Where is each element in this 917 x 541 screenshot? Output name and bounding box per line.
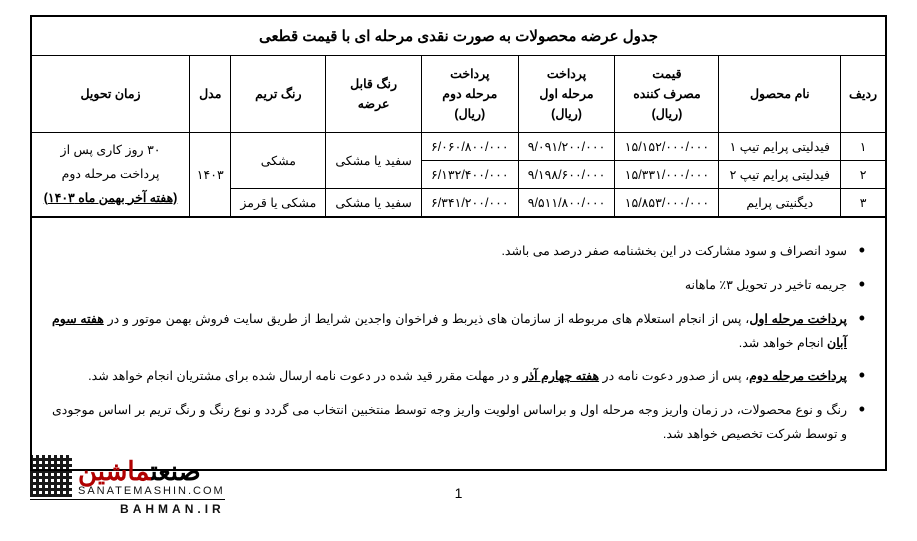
cell-no: ۳ xyxy=(841,189,886,218)
watermark-logo-en: SANATEMASHIN.COM xyxy=(78,486,225,497)
note-item: جریمه تاخیر در تحویل ۳٪ ماهانه xyxy=(52,274,865,298)
cell-color: سفید یا مشکی xyxy=(326,189,422,218)
note-text: و در مهلت مقرر قید شده در دعوت نامه ارسا… xyxy=(88,369,522,383)
note-strong: هفته چهارم آذر xyxy=(523,369,599,383)
col-color: رنگ قابل عرضه xyxy=(326,56,422,133)
col-product: نام محصول xyxy=(719,56,841,133)
col-delivery: زمان تحویل xyxy=(31,56,190,133)
cell-no: ۲ xyxy=(841,161,886,189)
logo-text-black: صنعت xyxy=(150,456,200,486)
cell-delivery: ۳۰ روز کاری پس از پرداخت مرحله دوم (هفته… xyxy=(31,133,190,218)
table-title-row: جدول عرضه محصولات به صورت نقدی مرحله ای … xyxy=(31,16,886,56)
cell-pay2: ۶/۳۴۱/۲۰۰/۰۰۰ xyxy=(421,189,518,218)
col-trim: رنگ تریم xyxy=(231,56,326,133)
cell-price: ۱۵/۸۵۳/۰۰۰/۰۰۰ xyxy=(615,189,719,218)
col-pay1: پرداخت مرحله اول (ریال) xyxy=(518,56,615,133)
watermark: صنعتماشین SANATEMASHIN.COM BAHMAN.IR xyxy=(30,455,225,516)
cell-trim: مشکی یا قرمز xyxy=(231,189,326,218)
note-text: سود انصراف و سود مشارکت در این بخشنامه ص… xyxy=(501,244,847,258)
watermark-logo-fa: صنعتماشین xyxy=(78,458,225,484)
cell-pay1: ۹/۵۱۱/۸۰۰/۰۰۰ xyxy=(518,189,615,218)
table-title: جدول عرضه محصولات به صورت نقدی مرحله ای … xyxy=(31,16,886,56)
delivery-line1: ۳۰ روز کاری پس از xyxy=(61,143,161,157)
note-item: رنگ و نوع محصولات، در زمان واریز وجه مرح… xyxy=(52,399,865,447)
note-item: پرداخت مرحله دوم، پس از صدور دعوت نامه د… xyxy=(52,365,865,389)
cell-pay1: ۹/۰۹۱/۲۰۰/۰۰۰ xyxy=(518,133,615,161)
note-text: رنگ و نوع محصولات، در زمان واریز وجه مرح… xyxy=(52,403,847,441)
cell-name: فیدلیتی پرایم تیپ ۱ xyxy=(719,133,841,161)
cell-trim: مشکی xyxy=(231,133,326,189)
note-text: ، پس از انجام استعلام های مربوطه از سازم… xyxy=(104,312,750,326)
delivery-line3: (هفته آخر بهمن ماه ۱۴۰۳) xyxy=(44,191,178,205)
cell-pay2: ۶/۱۳۲/۴۰۰/۰۰۰ xyxy=(421,161,518,189)
logo-text-red: ماشین xyxy=(78,456,150,486)
cell-name: دیگنیتی پرایم xyxy=(719,189,841,218)
cell-name: فیدلیتی پرایم تیپ ۲ xyxy=(719,161,841,189)
note-strong: پرداخت مرحله دوم xyxy=(749,369,847,383)
table-header-row: ردیف نام محصول قیمت مصرف کننده (ریال) پر… xyxy=(31,56,886,133)
table-row: ۱ فیدلیتی پرایم تیپ ۱ ۱۵/۱۵۲/۰۰۰/۰۰۰ ۹/۰… xyxy=(31,133,886,161)
cell-pay1: ۹/۱۹۸/۶۰۰/۰۰۰ xyxy=(518,161,615,189)
cell-price: ۱۵/۱۵۲/۰۰۰/۰۰۰ xyxy=(615,133,719,161)
cell-pay2: ۶/۰۶۰/۸۰۰/۰۰۰ xyxy=(421,133,518,161)
note-text: جریمه تاخیر در تحویل ۳٪ ماهانه xyxy=(685,278,847,292)
watermark-bottom: BAHMAN.IR xyxy=(30,502,225,516)
col-row-no: ردیف xyxy=(841,56,886,133)
qr-icon xyxy=(30,455,72,497)
pricing-table: جدول عرضه محصولات به صورت نقدی مرحله ای … xyxy=(30,15,887,218)
cell-model: ۱۴۰۳ xyxy=(190,133,231,218)
col-price: قیمت مصرف کننده (ریال) xyxy=(615,56,719,133)
col-model: مدل xyxy=(190,56,231,133)
notes-box: سود انصراف و سود مشارکت در این بخشنامه ص… xyxy=(30,218,887,470)
delivery-line2: پرداخت مرحله دوم xyxy=(62,167,160,181)
cell-no: ۱ xyxy=(841,133,886,161)
col-pay2: پرداخت مرحله دوم (ریال) xyxy=(421,56,518,133)
note-item: پرداخت مرحله اول، پس از انجام استعلام ها… xyxy=(52,308,865,356)
note-text: انجام خواهد شد. xyxy=(739,336,827,350)
note-text: ، پس از صدور دعوت نامه در xyxy=(599,369,749,383)
note-item: سود انصراف و سود مشارکت در این بخشنامه ص… xyxy=(52,240,865,264)
cell-color: سفید یا مشکی xyxy=(326,133,422,189)
cell-price: ۱۵/۳۳۱/۰۰۰/۰۰۰ xyxy=(615,161,719,189)
note-strong: پرداخت مرحله اول xyxy=(749,312,847,326)
